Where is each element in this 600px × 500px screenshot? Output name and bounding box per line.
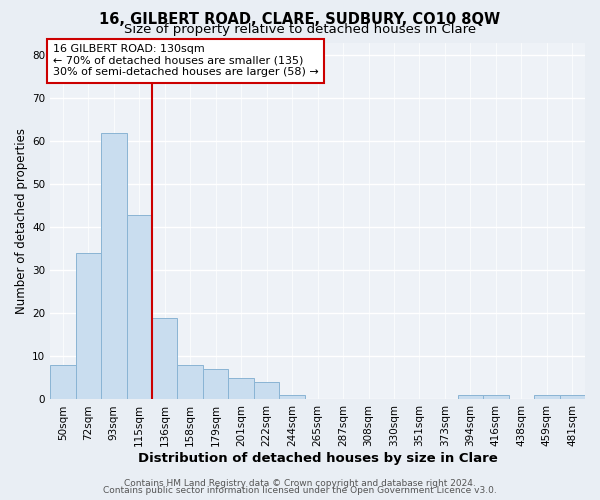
Bar [76, 253, 101, 400]
Text: Contains HM Land Registry data © Crown copyright and database right 2024.: Contains HM Land Registry data © Crown c… [124, 478, 476, 488]
Y-axis label: Number of detached properties: Number of detached properties [15, 128, 28, 314]
Text: Contains public sector information licensed under the Open Government Licence v3: Contains public sector information licen… [103, 486, 497, 495]
Text: 16 GILBERT ROAD: 130sqm
← 70% of detached houses are smaller (135)
30% of semi-d: 16 GILBERT ROAD: 130sqm ← 70% of detache… [53, 44, 319, 78]
Text: Size of property relative to detached houses in Clare: Size of property relative to detached ho… [124, 22, 476, 36]
Bar [560, 395, 585, 400]
Bar [229, 378, 254, 400]
Bar [483, 395, 509, 400]
Bar [178, 365, 203, 400]
Bar [50, 365, 76, 400]
Bar [101, 133, 127, 400]
X-axis label: Distribution of detached houses by size in Clare: Distribution of detached houses by size … [138, 452, 497, 465]
Bar [534, 395, 560, 400]
Bar [203, 370, 229, 400]
Bar [127, 214, 152, 400]
Bar [458, 395, 483, 400]
Text: 16, GILBERT ROAD, CLARE, SUDBURY, CO10 8QW: 16, GILBERT ROAD, CLARE, SUDBURY, CO10 8… [100, 12, 500, 28]
Bar [152, 318, 178, 400]
Bar [254, 382, 280, 400]
Bar [280, 395, 305, 400]
